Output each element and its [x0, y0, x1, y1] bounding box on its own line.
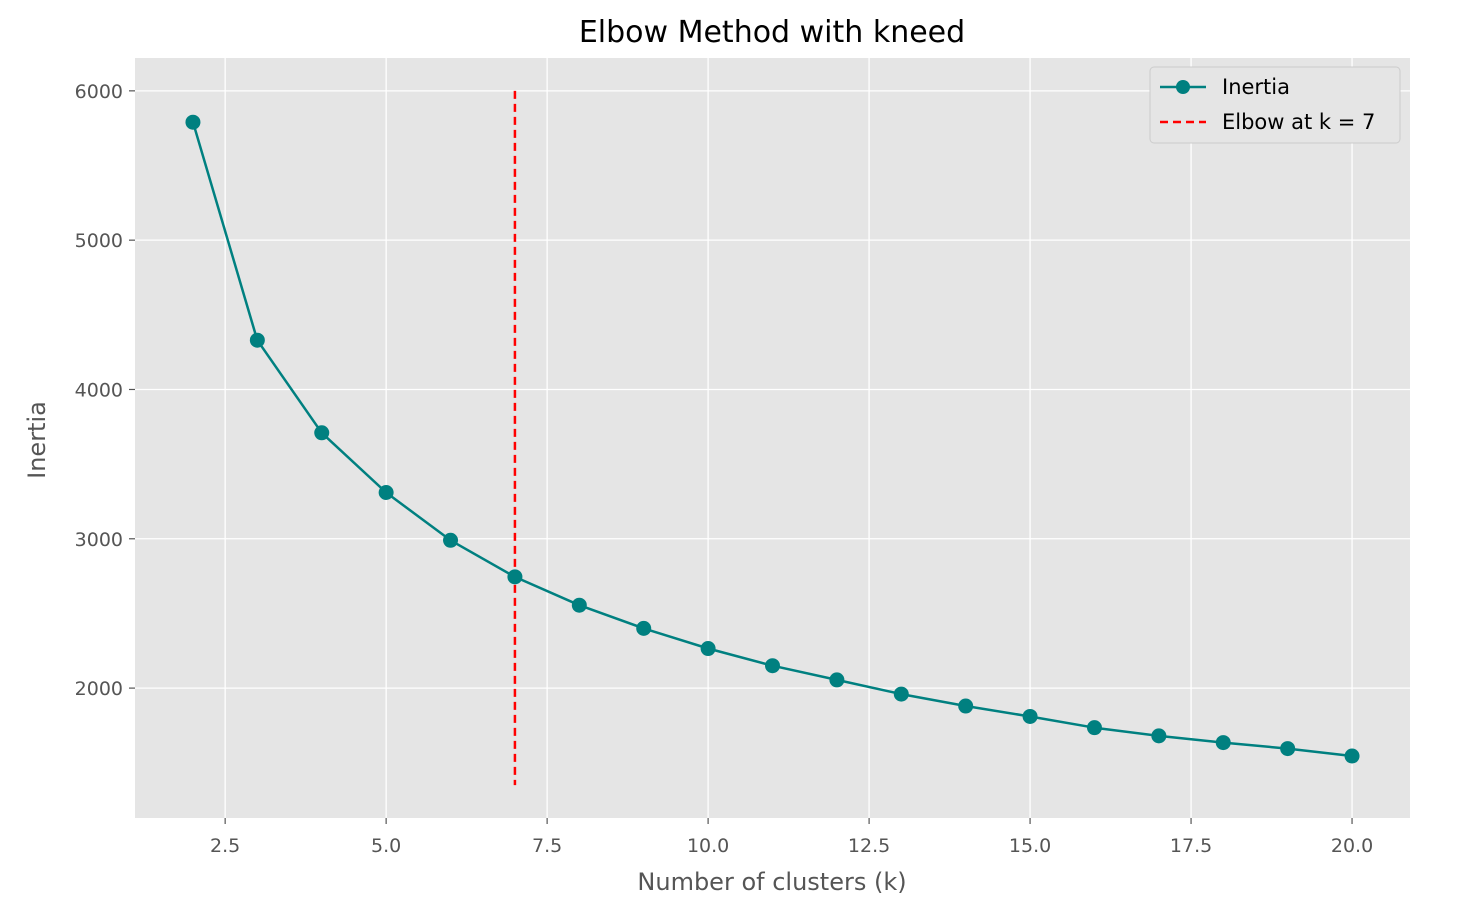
y-tick-label: 5000	[75, 230, 123, 252]
y-axis-ticks: 2000 3000 4000 5000 6000	[75, 81, 135, 700]
legend-elbow-label: Elbow at k = 7	[1222, 110, 1375, 134]
inertia-point	[314, 425, 330, 441]
legend: Inertia Elbow at k = 7	[1149, 66, 1401, 144]
inertia-point	[700, 641, 716, 657]
y-tick-label: 3000	[75, 529, 123, 551]
inertia-point	[1086, 720, 1102, 736]
inertia-point	[1344, 748, 1360, 764]
inertia-point	[249, 332, 265, 348]
x-tick-label: 5.0	[371, 835, 401, 857]
inertia-point	[893, 686, 909, 702]
inertia-point	[1280, 741, 1296, 757]
inertia-point	[1215, 735, 1231, 751]
inertia-point	[443, 532, 459, 548]
x-tick-label: 20.0	[1331, 835, 1373, 857]
inertia-point	[829, 672, 845, 688]
legend-inertia-label: Inertia	[1222, 75, 1290, 99]
chart-title: Elbow Method with kneed	[579, 15, 965, 50]
series-layer	[185, 114, 1360, 764]
inertia-point	[378, 484, 394, 500]
inertia-point	[958, 698, 974, 714]
x-tick-label: 10.0	[687, 835, 729, 857]
inertia-point	[765, 658, 780, 674]
y-tick-label: 6000	[75, 81, 123, 103]
inertia-point	[571, 597, 587, 613]
legend-box	[1149, 66, 1401, 144]
inertia-point	[507, 569, 523, 585]
inertia-point	[1022, 708, 1038, 724]
inertia-point	[1151, 728, 1167, 744]
x-tick-label: 15.0	[1009, 835, 1051, 857]
x-tick-label: 7.5	[532, 835, 562, 857]
legend-inertia-marker	[1176, 80, 1190, 94]
y-axis-label: Inertia	[23, 401, 51, 479]
x-tick-label: 12.5	[848, 835, 890, 857]
plot-area	[135, 58, 1410, 818]
x-axis-label: Number of clusters (k)	[637, 868, 906, 896]
x-tick-label: 2.5	[210, 835, 240, 857]
y-tick-label: 4000	[75, 379, 123, 401]
x-tick-label: 17.5	[1170, 835, 1212, 857]
x-axis-ticks: 2.5 5.0 7.5 10.0 12.5 15.0 17.5 20.0	[210, 818, 1373, 857]
grid-lines	[135, 58, 1410, 818]
inertia-point	[185, 114, 201, 130]
inertia-point	[636, 620, 652, 636]
y-tick-label: 2000	[75, 678, 123, 700]
